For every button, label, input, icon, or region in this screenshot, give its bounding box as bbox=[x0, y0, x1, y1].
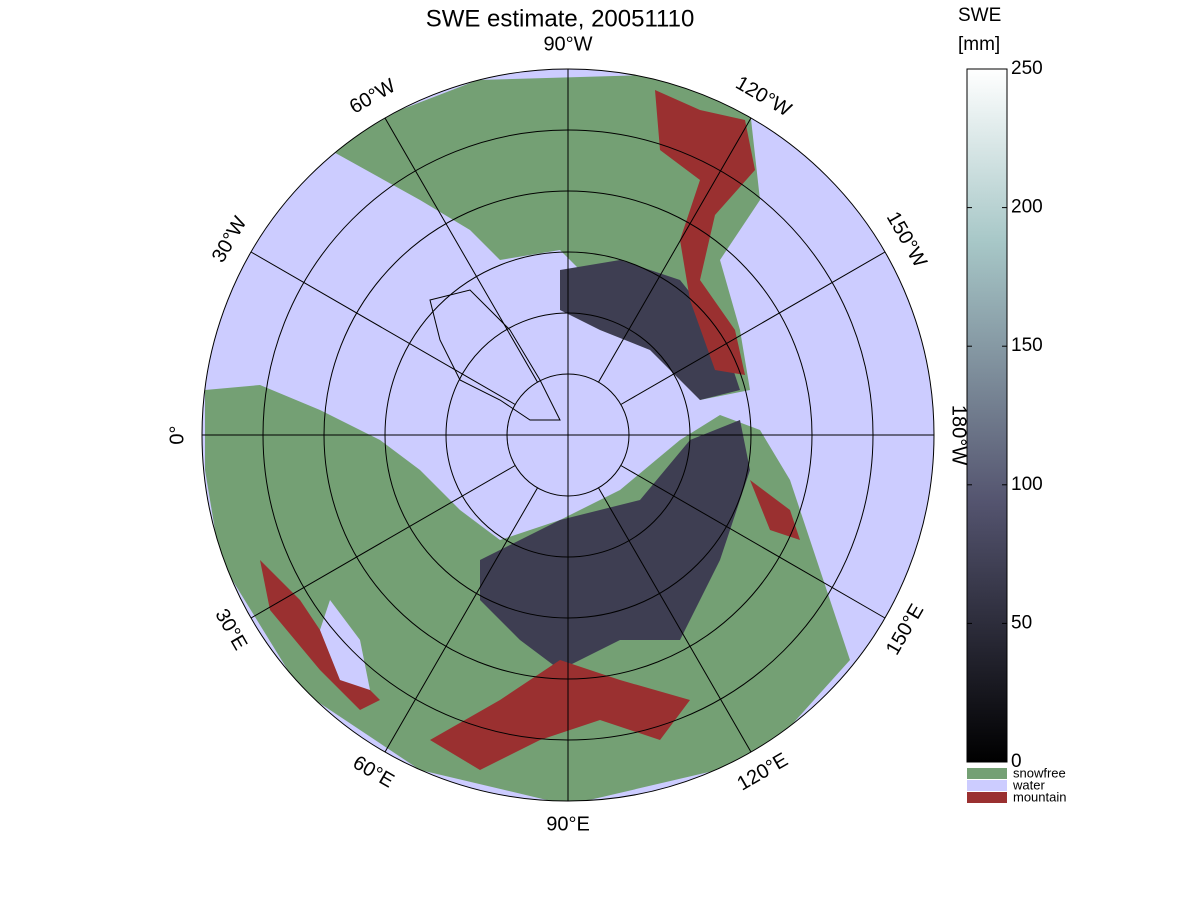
colorbar-tick-label: 0 bbox=[1011, 751, 1022, 772]
legend-label: snowfree bbox=[1013, 765, 1066, 780]
colorbar-label: [mm] bbox=[958, 34, 1000, 55]
legend-swatch bbox=[967, 780, 1007, 791]
legend-label: water bbox=[1012, 777, 1045, 792]
legend-swatch bbox=[967, 768, 1007, 779]
meridian bbox=[620, 251, 886, 405]
longitude-label: 180°W bbox=[948, 405, 970, 465]
longitude-label: 60°W bbox=[346, 75, 400, 119]
meridian bbox=[620, 465, 886, 619]
colorbar-tick-label: 50 bbox=[1011, 612, 1032, 633]
map-title: SWE estimate, 20051110 bbox=[426, 5, 695, 32]
snow-north-america bbox=[560, 260, 740, 400]
polar-map bbox=[202, 69, 934, 801]
longitude-label: 30°W bbox=[208, 213, 252, 267]
meridian bbox=[598, 487, 752, 753]
legend-label: mountain bbox=[1013, 789, 1066, 804]
colorbar-tick-label: 100 bbox=[1011, 474, 1043, 495]
colorbar-tick-label: 250 bbox=[1011, 58, 1043, 79]
meridian bbox=[250, 251, 516, 405]
greenland bbox=[429, 289, 561, 421]
snow-eurasia bbox=[480, 420, 750, 670]
mountain bbox=[430, 660, 690, 770]
meridian bbox=[598, 117, 752, 383]
longitude-label: 90°E bbox=[546, 813, 590, 835]
colorbar bbox=[966, 68, 1008, 763]
mountain bbox=[750, 480, 800, 540]
colorbar-tick-label: 150 bbox=[1011, 335, 1043, 356]
legend-swatch bbox=[967, 792, 1007, 803]
colorbar-tick-label: 200 bbox=[1011, 197, 1043, 218]
longitude-label: 0° bbox=[166, 425, 188, 444]
meridian bbox=[384, 487, 538, 753]
colorbar-label: SWE bbox=[958, 5, 1001, 26]
longitude-label: 90°W bbox=[543, 33, 592, 55]
sea bbox=[320, 600, 370, 690]
longitude-label: 30°E bbox=[210, 605, 251, 654]
meridian bbox=[384, 117, 538, 383]
graticule bbox=[201, 68, 935, 802]
meridian bbox=[250, 465, 516, 619]
longitude-label: 60°E bbox=[349, 752, 398, 793]
